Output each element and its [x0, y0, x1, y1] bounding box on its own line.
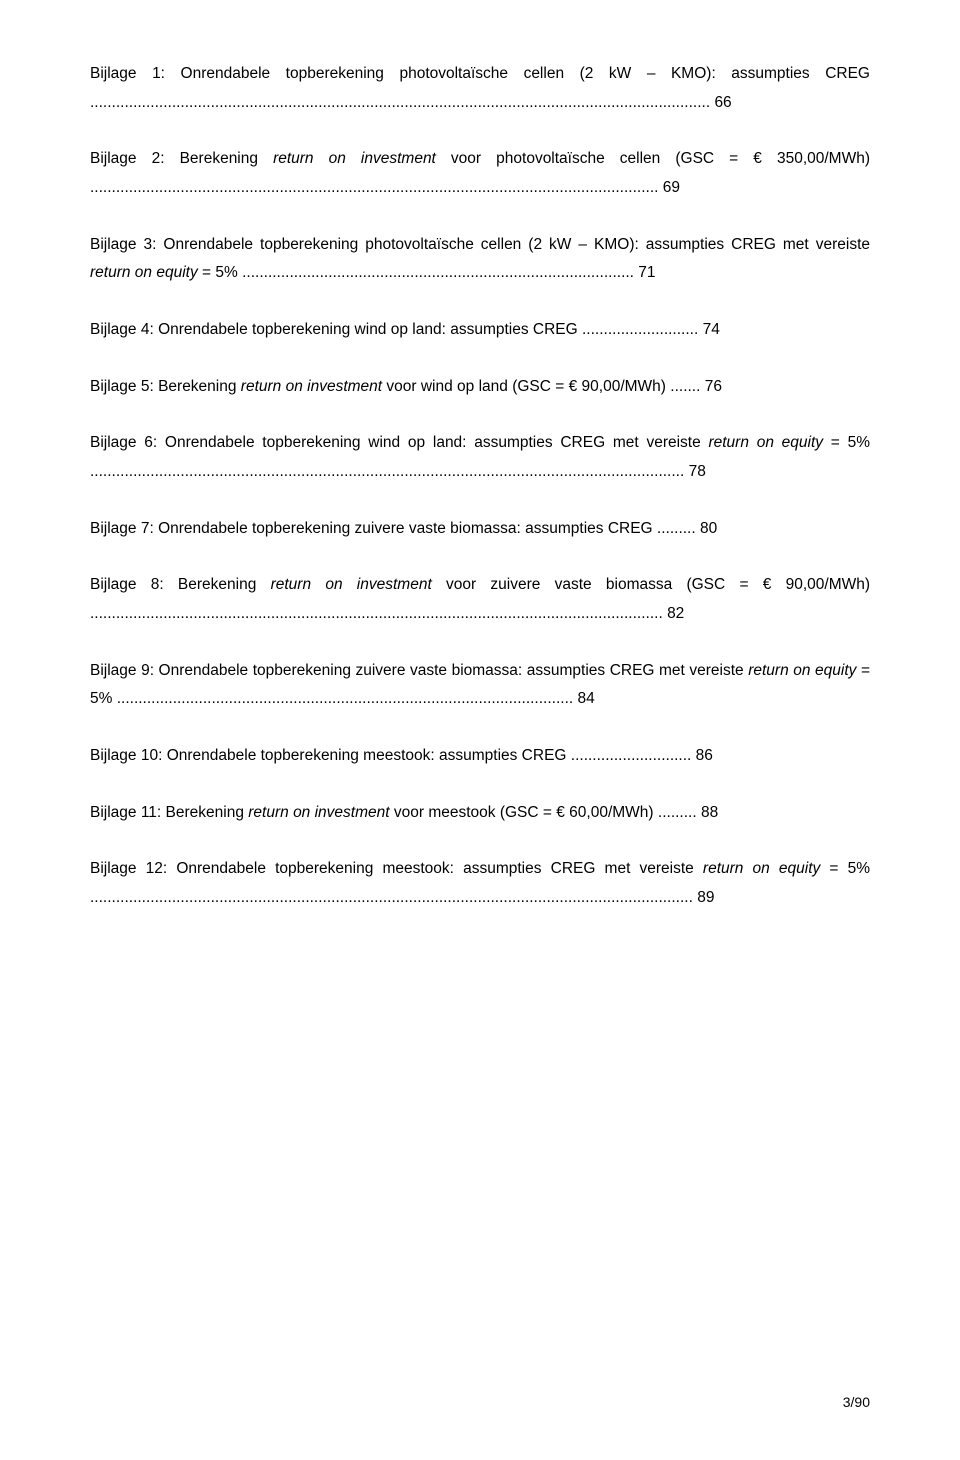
toc-entry-dots: ............................ — [566, 747, 695, 764]
toc-entry-dots: ........................................… — [90, 179, 663, 196]
toc-entry-page: 82 — [667, 605, 684, 622]
toc-entry-page: 76 — [705, 378, 722, 395]
toc-entry: Bijlage 3: Onrendabele topberekening pho… — [90, 231, 870, 288]
toc-entry-suffix: = 5% — [823, 434, 870, 451]
toc-entry: Bijlage 1: Onrendabele topberekening pho… — [90, 60, 870, 117]
toc-entry-italic: return on equity — [748, 662, 856, 679]
toc-entry-dots: ........................................… — [90, 605, 667, 622]
toc-entry-italic: return on equity — [708, 434, 823, 451]
toc-entry-italic: return on investment — [271, 576, 432, 593]
toc-entry-suffix: voor zuivere vaste biomassa (GSC = € 90,… — [432, 576, 870, 593]
toc-entry-dots: ........................................… — [238, 264, 639, 281]
toc-entry-page: 80 — [700, 520, 717, 537]
toc-entry-dots: ........................................… — [90, 889, 697, 906]
toc-entry-prefix: Bijlage 12: Onrendabele topberekening me… — [90, 860, 703, 877]
toc-entry: Bijlage 9: Onrendabele topberekening zui… — [90, 657, 870, 714]
toc-entry: Bijlage 2: Berekening return on investme… — [90, 145, 870, 202]
toc-entry-italic: return on equity — [90, 264, 198, 281]
toc-entry-page: 71 — [638, 264, 655, 281]
toc-entry-dots: ........................................… — [90, 463, 689, 480]
toc-entry: Bijlage 12: Onrendabele topberekening me… — [90, 855, 870, 912]
toc-entry-suffix: voor photovoltaïsche cellen (GSC = € 350… — [436, 150, 870, 167]
toc-entry-prefix: Bijlage 9: Onrendabele topberekening zui… — [90, 662, 748, 679]
toc-entry: Bijlage 5: Berekening return on investme… — [90, 373, 870, 402]
toc-entry-prefix: Bijlage 11: Berekening — [90, 804, 248, 821]
toc-entry-italic: return on investment — [248, 804, 389, 821]
toc-entry: Bijlage 4: Onrendabele topberekening win… — [90, 316, 870, 345]
toc-entry-prefix: Bijlage 1: Onrendabele topberekening pho… — [90, 65, 870, 82]
toc-entry-dots: ......... — [653, 520, 700, 537]
toc-entry-suffix: = 5% — [820, 860, 870, 877]
page-number: 3/90 — [843, 1394, 870, 1410]
toc-entry-prefix: Bijlage 3: Onrendabele topberekening pho… — [90, 236, 870, 253]
toc-entry: Bijlage 10: Onrendabele topberekening me… — [90, 742, 870, 771]
toc-entry: Bijlage 7: Onrendabele topberekening zui… — [90, 515, 870, 544]
toc-entry-italic: return on investment — [273, 150, 436, 167]
toc-entry-suffix: = 5% — [198, 264, 238, 281]
toc-entry-prefix: Bijlage 5: Berekening — [90, 378, 241, 395]
toc-entry-suffix: voor meestook (GSC = € 60,00/MWh) — [390, 804, 654, 821]
toc-entry-page: 78 — [689, 463, 706, 480]
toc-entry: Bijlage 8: Berekening return on investme… — [90, 571, 870, 628]
toc-entry-italic: return on equity — [703, 860, 820, 877]
toc-entry-suffix: voor wind op land (GSC = € 90,00/MWh) — [382, 378, 666, 395]
toc-entry-prefix: Bijlage 7: Onrendabele topberekening zui… — [90, 520, 653, 537]
toc-entry-dots: ........................... — [578, 321, 703, 338]
toc-entry-prefix: Bijlage 4: Onrendabele topberekening win… — [90, 321, 578, 338]
toc-entry-page: 69 — [663, 179, 680, 196]
toc-entry-page: 88 — [701, 804, 718, 821]
toc-entry-prefix: Bijlage 8: Berekening — [90, 576, 271, 593]
toc-entry-page: 89 — [697, 889, 714, 906]
toc-entry-page: 74 — [703, 321, 720, 338]
toc-entry-page: 84 — [578, 690, 595, 707]
toc-entry-prefix: Bijlage 2: Berekening — [90, 150, 273, 167]
toc-entry-prefix: Bijlage 10: Onrendabele topberekening me… — [90, 747, 566, 764]
toc-entry-italic: return on investment — [241, 378, 382, 395]
toc-entry-dots: ....... — [666, 378, 705, 395]
toc-entry-dots: ........................................… — [90, 94, 714, 111]
toc-entry-dots: ......... — [654, 804, 701, 821]
toc-entry-dots: ........................................… — [112, 690, 577, 707]
toc-entry-page: 86 — [696, 747, 713, 764]
toc-entry: Bijlage 6: Onrendabele topberekening win… — [90, 429, 870, 486]
toc-entry-page: 66 — [714, 94, 731, 111]
toc-entry: Bijlage 11: Berekening return on investm… — [90, 799, 870, 828]
toc-entry-prefix: Bijlage 6: Onrendabele topberekening win… — [90, 434, 708, 451]
